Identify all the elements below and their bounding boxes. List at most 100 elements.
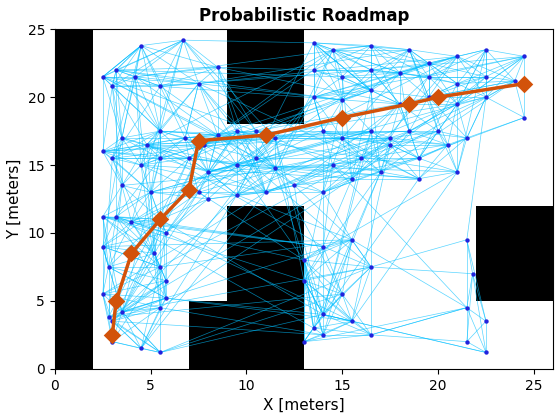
- Point: [510, 78, 519, 84]
- Point: [111, 67, 120, 74]
- Point: [108, 338, 117, 345]
- Point: [309, 67, 318, 74]
- Point: [482, 94, 491, 100]
- Point: [156, 264, 165, 270]
- Y-axis label: Y [meters]: Y [meters]: [7, 159, 22, 239]
- Point: [319, 311, 328, 318]
- Point: [104, 314, 113, 320]
- Point: [405, 128, 414, 134]
- Point: [156, 349, 165, 356]
- Bar: [93, 206, 189, 369]
- Point: [98, 243, 107, 250]
- Point: [468, 270, 477, 277]
- Point: [328, 46, 337, 53]
- Point: [156, 155, 165, 162]
- Point: [270, 134, 279, 141]
- Point: [127, 250, 136, 257]
- Point: [137, 345, 146, 352]
- Point: [424, 94, 433, 100]
- Point: [300, 257, 309, 263]
- Point: [338, 74, 347, 80]
- Point: [194, 189, 203, 196]
- Point: [386, 134, 395, 141]
- Point: [127, 219, 136, 226]
- X-axis label: X [meters]: X [meters]: [263, 398, 345, 413]
- Point: [405, 101, 414, 108]
- Point: [111, 213, 120, 220]
- Point: [319, 331, 328, 338]
- Point: [213, 64, 222, 71]
- Bar: [189, 29, 227, 84]
- Point: [482, 349, 491, 356]
- Point: [270, 165, 279, 171]
- Point: [142, 142, 151, 148]
- Point: [184, 186, 193, 193]
- Point: [98, 291, 107, 297]
- Point: [251, 155, 260, 162]
- Point: [367, 87, 376, 94]
- Point: [181, 134, 190, 141]
- Point: [520, 114, 529, 121]
- Point: [367, 42, 376, 49]
- Point: [309, 325, 318, 331]
- Point: [453, 80, 462, 87]
- Point: [482, 318, 491, 325]
- Point: [184, 155, 193, 162]
- Point: [108, 155, 117, 162]
- Point: [482, 74, 491, 80]
- Point: [367, 128, 376, 134]
- Point: [251, 128, 260, 134]
- Point: [118, 134, 127, 141]
- Point: [347, 236, 356, 243]
- Point: [433, 94, 442, 100]
- Point: [463, 304, 472, 311]
- Point: [108, 83, 117, 90]
- Point: [156, 128, 165, 134]
- Point: [338, 291, 347, 297]
- Point: [414, 175, 423, 182]
- Point: [347, 318, 356, 325]
- Bar: [304, 206, 477, 369]
- Point: [98, 148, 107, 155]
- Point: [179, 37, 188, 44]
- Point: [98, 74, 107, 80]
- Point: [347, 175, 356, 182]
- Point: [453, 101, 462, 108]
- Point: [463, 338, 472, 345]
- Point: [319, 243, 328, 250]
- Bar: [477, 301, 553, 369]
- Point: [232, 192, 241, 198]
- Point: [443, 142, 452, 148]
- Point: [261, 189, 270, 196]
- Point: [131, 74, 140, 80]
- Point: [309, 39, 318, 46]
- Point: [300, 277, 309, 284]
- Point: [328, 162, 337, 168]
- Point: [338, 114, 347, 121]
- Point: [395, 101, 404, 108]
- Point: [414, 155, 423, 162]
- Point: [108, 318, 117, 325]
- Point: [204, 168, 213, 175]
- Point: [424, 74, 433, 80]
- Title: Probabilistic Roadmap: Probabilistic Roadmap: [199, 7, 409, 25]
- Bar: [304, 29, 553, 124]
- Point: [367, 264, 376, 270]
- Point: [300, 338, 309, 345]
- Point: [453, 168, 462, 175]
- Point: [463, 134, 472, 141]
- Point: [213, 132, 222, 139]
- Point: [156, 83, 165, 90]
- Point: [150, 250, 159, 257]
- Point: [161, 295, 170, 302]
- Point: [424, 60, 433, 67]
- Point: [290, 182, 299, 189]
- Point: [200, 142, 209, 148]
- Point: [338, 134, 347, 141]
- Point: [338, 97, 347, 103]
- Bar: [93, 124, 553, 206]
- Bar: [477, 206, 553, 301]
- Point: [108, 331, 117, 338]
- Point: [98, 213, 107, 220]
- Point: [482, 46, 491, 53]
